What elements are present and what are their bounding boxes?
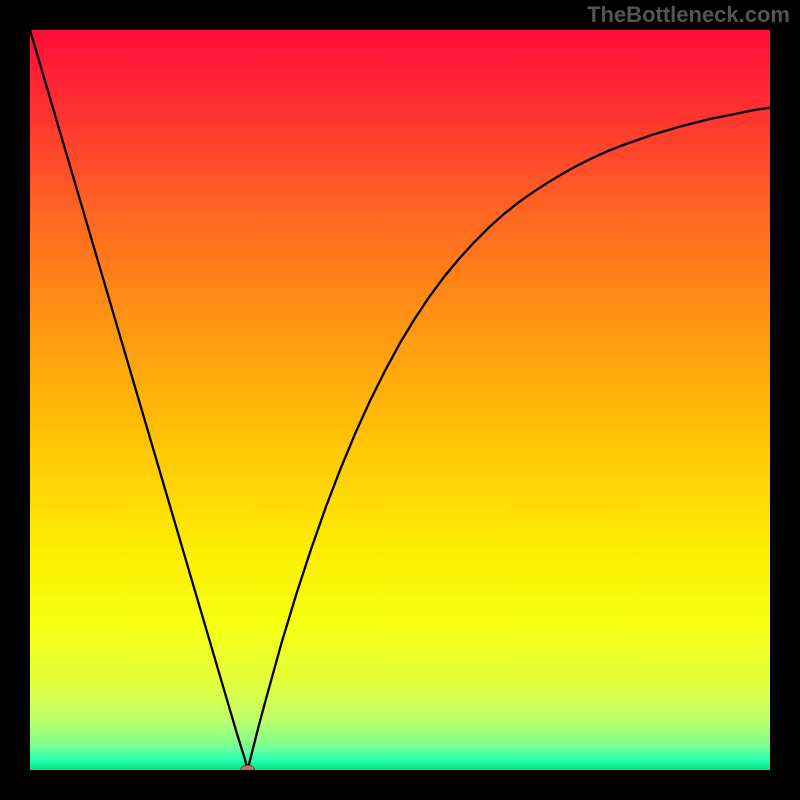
chart-container: TheBottleneck.com xyxy=(0,0,800,800)
gradient-background xyxy=(30,30,770,770)
watermark-text: TheBottleneck.com xyxy=(587,2,790,28)
plot-svg xyxy=(30,30,770,770)
plot-area xyxy=(30,30,770,770)
